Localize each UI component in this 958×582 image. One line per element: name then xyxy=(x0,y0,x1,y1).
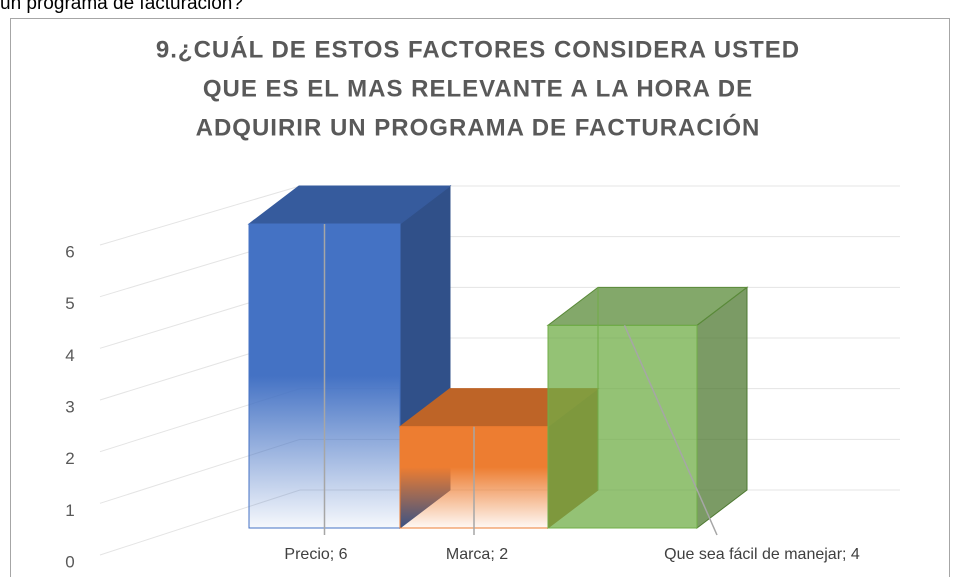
data-label: Precio; 6 xyxy=(284,546,347,563)
y-tick-label: 2 xyxy=(65,449,74,468)
header-text: un programa de facturación? xyxy=(0,0,243,14)
y-tick-label: 3 xyxy=(65,397,74,416)
chart-frame xyxy=(10,18,950,582)
chart-title: 9.¿CUÁL DE ESTOS FACTORES CONSIDERA USTE… xyxy=(156,35,800,63)
y-tick-label: 0 xyxy=(65,552,74,571)
grid-line xyxy=(99,286,900,349)
grid-line xyxy=(99,185,900,246)
y-tick-label: 5 xyxy=(65,294,74,313)
chart-title: ADQUIRIR UN PROGRAMA DE FACTURACIÓN xyxy=(196,113,761,141)
chart-title: QUE ES EL MAS RELEVANTE A LA HORA DE xyxy=(203,75,753,102)
leader-line xyxy=(623,325,718,536)
y-tick-label: 1 xyxy=(65,501,74,520)
bars xyxy=(247,184,749,536)
y-tick-label: 6 xyxy=(65,242,74,261)
bar-front xyxy=(547,324,698,529)
bar-side xyxy=(696,286,748,530)
data-label: Marca; 2 xyxy=(446,546,508,563)
y-tick-label: 4 xyxy=(65,346,74,365)
bar xyxy=(546,286,749,530)
data-label: Que sea fácil de manejar; 4 xyxy=(664,546,860,563)
